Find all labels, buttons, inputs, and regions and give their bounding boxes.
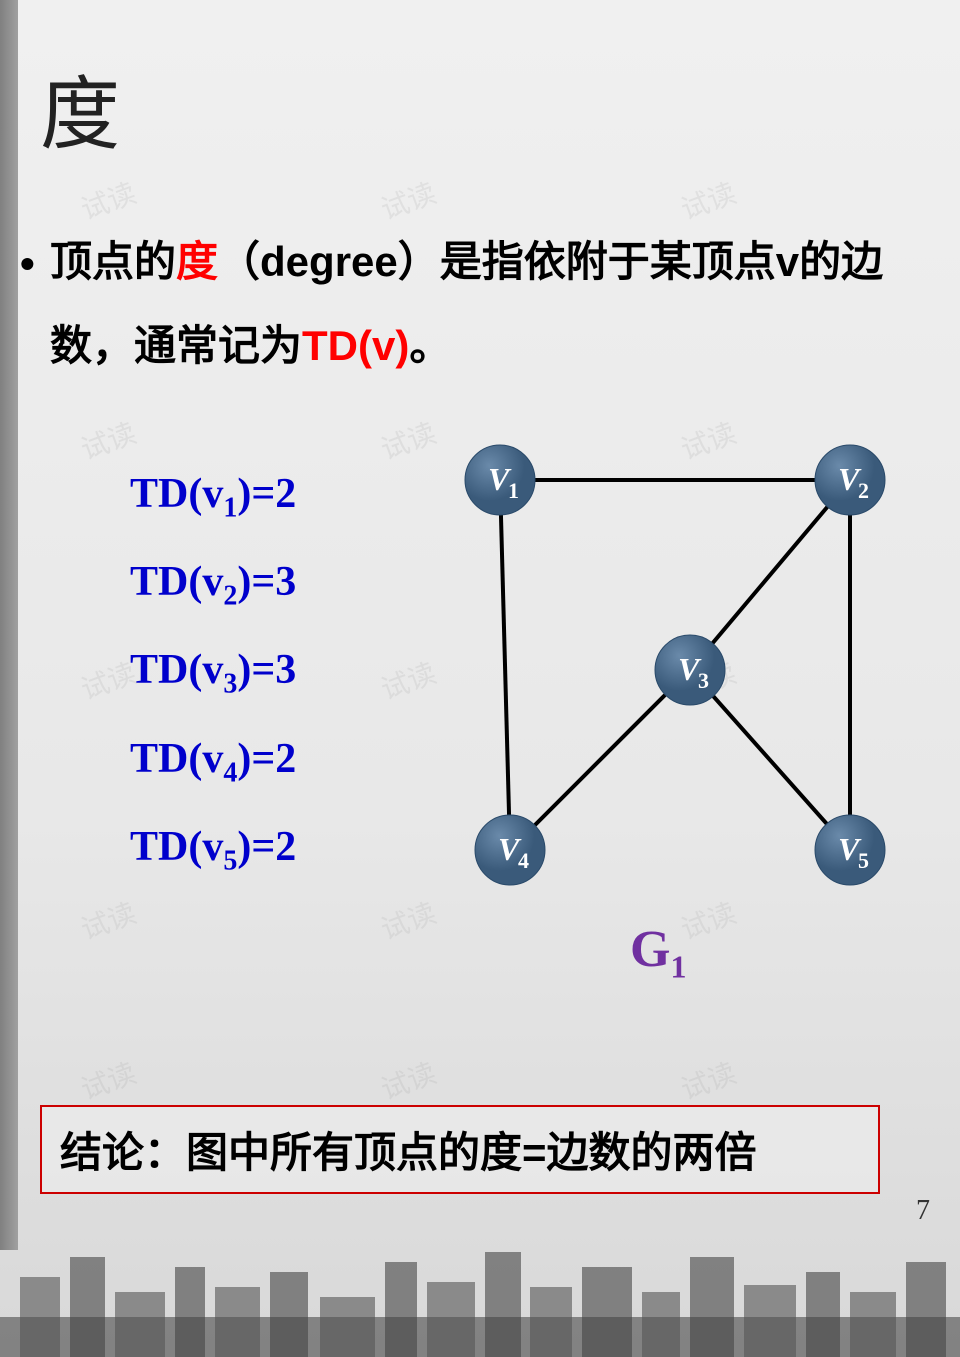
bullet-icon: •: [20, 240, 35, 288]
graph-edge: [510, 670, 690, 850]
conclusion-box: 结论：图中所有顶点的度=边数的两倍: [40, 1105, 880, 1194]
graph-edge: [500, 480, 510, 850]
graph-label: G1: [630, 920, 686, 985]
node-sub: 2: [858, 478, 869, 503]
left-accent-bar: [0, 0, 18, 1250]
degree-list: TD(v1)=2TD(v2)=3TD(v3)=3TD(v4)=2TD(v5)=2: [130, 450, 296, 891]
degree-item: TD(v2)=3: [130, 538, 296, 626]
watermark: 试读: [375, 892, 441, 949]
graph-diagram: V1V2V3V4V5: [440, 420, 910, 940]
def-prefix: 顶点的: [50, 238, 176, 285]
def-suffix: 。: [409, 322, 451, 369]
watermark: 试读: [375, 412, 441, 469]
graph-svg: V1V2V3V4V5: [440, 420, 910, 920]
node-sub: 3: [698, 668, 709, 693]
watermark: 试读: [375, 652, 441, 709]
page-number: 7: [916, 1195, 930, 1227]
node-sub: 4: [518, 848, 529, 873]
degree-item: TD(v4)=2: [130, 715, 296, 803]
watermark: 试读: [675, 1052, 741, 1109]
watermark: 试读: [375, 1052, 441, 1109]
watermark: 试读: [75, 1052, 141, 1109]
degree-item: TD(v5)=2: [130, 803, 296, 891]
watermark: 试读: [75, 892, 141, 949]
graph-edge: [690, 480, 850, 670]
degree-item: TD(v3)=3: [130, 626, 296, 714]
graph-label-sub: 1: [670, 948, 686, 984]
node-sub: 5: [858, 848, 869, 873]
definition-text: 顶点的度（degree）是指依附于某顶点v的边数，通常记为TD(v)。: [50, 220, 930, 388]
skyline-silhouette: [0, 1237, 960, 1357]
node-sub: 1: [508, 478, 519, 503]
def-keyword: 度: [176, 238, 218, 285]
slide-title: 度: [40, 50, 120, 166]
degree-item: TD(v1)=2: [130, 450, 296, 538]
graph-label-text: G: [630, 921, 670, 978]
graph-edge: [690, 670, 850, 850]
def-notation: TD(v): [302, 322, 409, 369]
